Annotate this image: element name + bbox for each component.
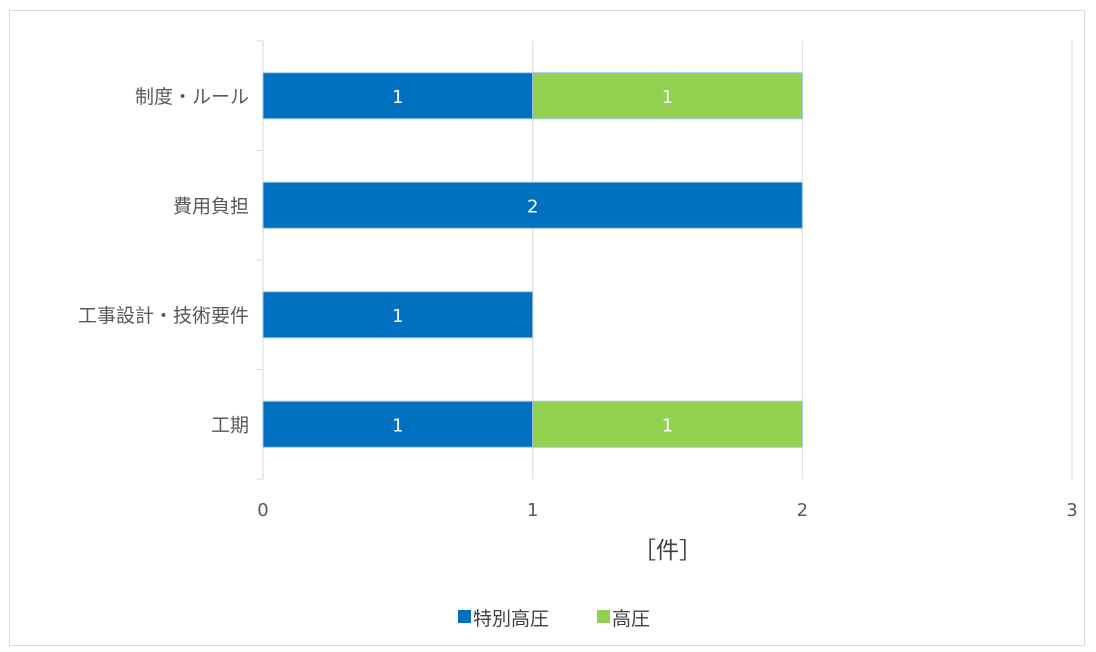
x-tick-label: 1 — [527, 500, 538, 521]
x-tick-label: 0 — [257, 500, 268, 521]
x-axis-title: ［件］ — [633, 538, 702, 564]
bar-koatsu — [532, 72, 803, 120]
chart-frame: 1 1 2 1 1 1 0 1 2 3 制度・ルール費用負担工事設計・技術要件工期 ［件］ 特別… — [9, 10, 1085, 646]
data-label: 1 — [662, 415, 673, 436]
bar-koatsu — [532, 400, 803, 448]
category-axis — [256, 40, 263, 480]
legend-swatch — [458, 610, 471, 623]
data-labels: 1 1 2 1 1 1 — [392, 87, 673, 437]
bar-tokubetsu-koatsu — [262, 400, 534, 448]
category-label: 工期 — [211, 414, 249, 436]
data-label: 2 — [527, 196, 538, 217]
x-tick-labels: 0 1 2 3 — [257, 500, 1077, 521]
bar-tokubetsu-koatsu — [262, 181, 803, 229]
category-label: 工事設計・技術要件 — [78, 305, 249, 327]
category-label: 費用負担 — [173, 195, 249, 217]
x-tick-label: 3 — [1066, 500, 1077, 521]
legend: 特別高圧 高圧 — [458, 608, 650, 630]
bars — [262, 72, 803, 448]
legend-label: 高圧 — [612, 608, 650, 630]
legend-swatch — [597, 610, 610, 623]
bar-tokubetsu-koatsu — [262, 291, 534, 339]
data-label: 1 — [392, 415, 403, 436]
x-tick-label: 2 — [797, 500, 808, 521]
data-label: 1 — [392, 306, 403, 327]
data-label: 1 — [662, 87, 673, 108]
legend-label: 特別高圧 — [473, 608, 549, 630]
data-label: 1 — [392, 87, 403, 108]
category-label: 制度・ルール — [135, 86, 249, 108]
